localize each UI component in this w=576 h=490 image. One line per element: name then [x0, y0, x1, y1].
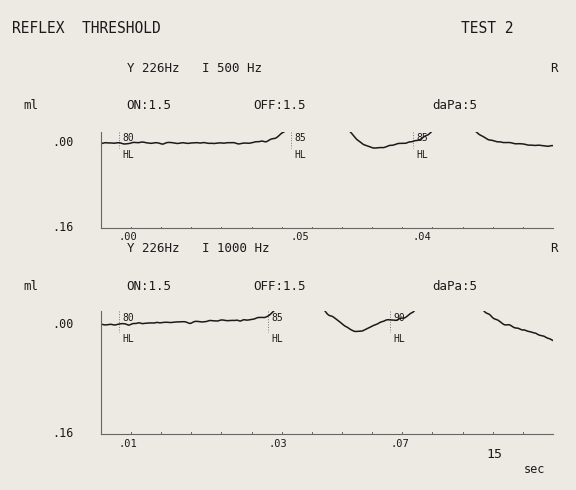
Text: daPa:5: daPa:5	[432, 280, 477, 293]
Text: ON:1.5: ON:1.5	[127, 280, 172, 293]
Text: .04: .04	[413, 232, 431, 242]
Text: .16: .16	[52, 221, 74, 234]
Text: .16: .16	[52, 427, 74, 440]
Text: TEST 2: TEST 2	[461, 21, 513, 36]
Text: HL: HL	[123, 334, 134, 343]
Text: Y 226Hz   I 500 Hz: Y 226Hz I 500 Hz	[127, 62, 262, 74]
Text: .05: .05	[291, 232, 309, 242]
Text: 85: 85	[272, 313, 283, 322]
Text: HL: HL	[272, 334, 283, 343]
Text: ON:1.5: ON:1.5	[127, 98, 172, 112]
Text: R: R	[550, 62, 558, 74]
Text: ml: ml	[23, 98, 38, 112]
Text: 80: 80	[123, 133, 134, 144]
Text: ml: ml	[23, 280, 38, 293]
Text: 15: 15	[487, 448, 503, 461]
Text: 85: 85	[294, 133, 306, 144]
Text: OFF:1.5: OFF:1.5	[253, 280, 306, 293]
Text: daPa:5: daPa:5	[432, 98, 477, 112]
Text: REFLEX  THRESHOLD: REFLEX THRESHOLD	[12, 21, 160, 36]
Text: HL: HL	[394, 334, 406, 343]
Text: 85: 85	[416, 133, 428, 144]
Text: HL: HL	[416, 150, 428, 160]
Text: OFF:1.5: OFF:1.5	[253, 98, 306, 112]
Text: .00: .00	[52, 318, 74, 331]
Text: .00: .00	[52, 136, 74, 149]
Text: HL: HL	[123, 150, 134, 160]
Text: .07: .07	[390, 439, 409, 449]
Text: R: R	[550, 243, 558, 255]
Text: .01: .01	[119, 439, 138, 449]
Text: HL: HL	[294, 150, 306, 160]
Text: sec: sec	[524, 463, 545, 476]
Text: 80: 80	[123, 313, 134, 322]
Text: .00: .00	[119, 232, 138, 242]
Text: Y 226Hz   I 1000 Hz: Y 226Hz I 1000 Hz	[127, 243, 269, 255]
Text: .03: .03	[268, 439, 287, 449]
Text: 90: 90	[394, 313, 406, 322]
